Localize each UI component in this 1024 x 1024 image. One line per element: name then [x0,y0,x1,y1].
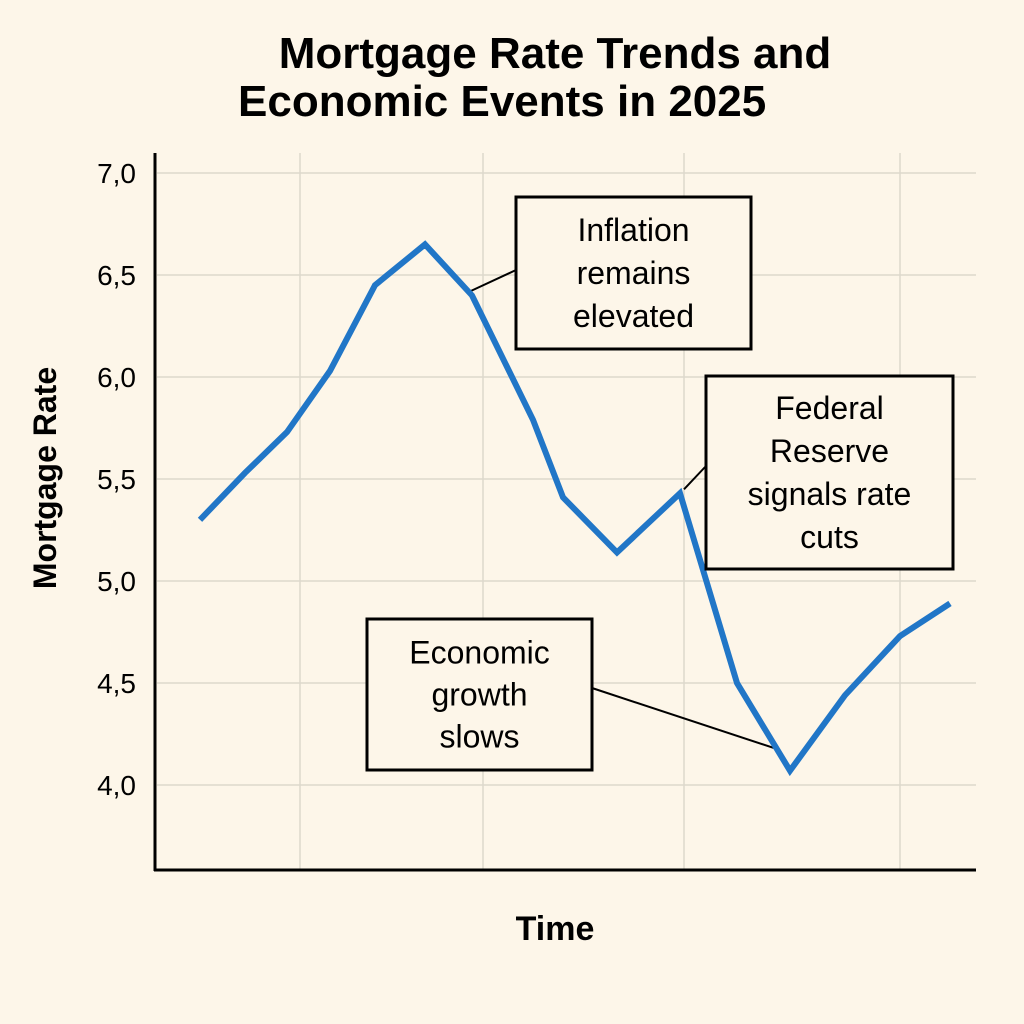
annotation-text: elevated [573,298,694,334]
series-line-mortgage-rate [197,240,952,777]
annotation-text: Reserve [770,433,889,469]
chart-title: Mortgage Rate Trends and Economic Events… [230,30,860,126]
y-tick-label: 5,0 [97,566,136,597]
y-tick-label: 4,5 [97,668,136,699]
y-tick-labels: 7,0 6,5 6,0 5,5 5,0 4,5 4,0 [97,158,136,801]
annotation-text: Federal [775,390,884,426]
y-tick-label: 6,5 [97,260,136,291]
annotation-text: Economic [409,635,550,671]
annotation-text: growth [431,677,527,713]
chart-title-line-2: Economic Events in 2025 [238,77,767,126]
chart-title-line-1: Mortgage Rate Trends and [278,29,832,78]
annotation-text: signals rate [748,476,912,512]
annotations: Inflation remains elevated Federal Reserve si… [365,195,955,772]
x-axis-label: Time [516,910,595,948]
y-tick-label: 4,0 [97,770,136,801]
annotation-text: slows [439,719,519,755]
annotation-frame [514,195,753,351]
annotation-leader-line [683,465,707,490]
annotation-box: Economic growth slows [365,617,594,772]
annotation-frame [704,374,955,571]
y-tick-label: 7,0 [97,158,136,189]
annotation-text: cuts [800,519,859,555]
annotation-leader-line [591,687,777,750]
annotation-leader-line [469,269,517,293]
annotation-text: remains [577,255,691,291]
annotation-box: Federal Reserve signals rate cuts [704,374,955,571]
y-axis-label: Mortgage Rate [27,367,63,589]
annotation-box: Inflation remains elevated [514,195,753,351]
annotation-text: Inflation [577,212,689,248]
y-tick-label: 5,5 [97,464,136,495]
series-points [199,244,951,771]
y-tick-label: 6,0 [97,362,136,393]
annotation-frame [365,617,594,772]
annotation-leaders [469,269,777,750]
